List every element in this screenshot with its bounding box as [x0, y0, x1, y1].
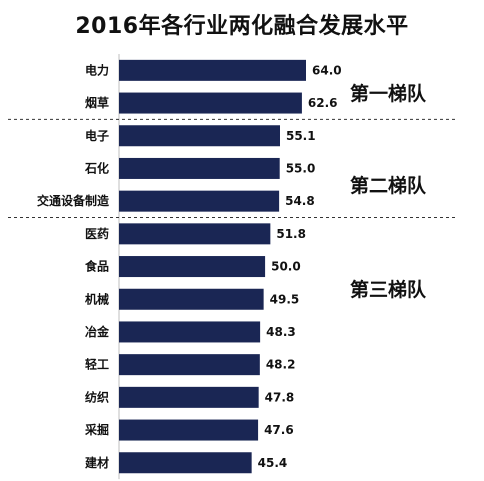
category-label: 食品	[84, 259, 109, 274]
group-label: 第三梯队	[350, 278, 427, 301]
value-label: 45.4	[258, 456, 288, 470]
value-label: 47.6	[264, 423, 294, 437]
bar-9	[119, 354, 260, 376]
bar-5	[119, 223, 271, 245]
category-label: 交通设备制造	[37, 193, 110, 208]
bar-1	[119, 92, 302, 114]
category-label: 建材	[84, 455, 109, 470]
value-label: 48.2	[266, 358, 296, 372]
bar-8	[119, 321, 261, 343]
category-label: 电子	[85, 128, 109, 143]
value-label: 62.6	[308, 96, 338, 110]
bar-12	[119, 452, 252, 474]
category-label: 医药	[85, 226, 109, 241]
category-label: 烟草	[85, 95, 109, 110]
bar-2	[119, 125, 280, 147]
value-label: 51.8	[276, 227, 306, 241]
value-label: 48.3	[266, 325, 296, 339]
chart-title: 2016年各行业两化融合发展水平	[75, 14, 409, 39]
category-label: 机械	[85, 291, 109, 306]
category-label: 石化	[84, 160, 109, 175]
value-label: 55.1	[286, 129, 316, 143]
bar-6	[119, 256, 266, 278]
category-label: 纺织	[85, 389, 109, 404]
value-label: 47.8	[265, 390, 295, 404]
value-label: 54.8	[285, 194, 315, 208]
bar-0	[119, 59, 306, 81]
value-label: 55.0	[286, 161, 316, 175]
bar-3	[119, 157, 280, 179]
bar-4	[119, 190, 280, 212]
value-label: 50.0	[271, 260, 301, 274]
group-label: 第一梯队	[350, 82, 427, 105]
value-label: 49.5	[270, 292, 300, 306]
category-label: 冶金	[85, 324, 110, 339]
category-label: 电力	[85, 62, 109, 77]
category-label: 轻工	[85, 357, 109, 372]
bar-11	[119, 419, 259, 441]
category-label: 采掘	[84, 422, 109, 437]
bar-7	[119, 288, 264, 310]
value-label: 64.0	[312, 63, 342, 77]
group-label: 第二梯队	[350, 174, 427, 197]
bar-10	[119, 386, 259, 408]
